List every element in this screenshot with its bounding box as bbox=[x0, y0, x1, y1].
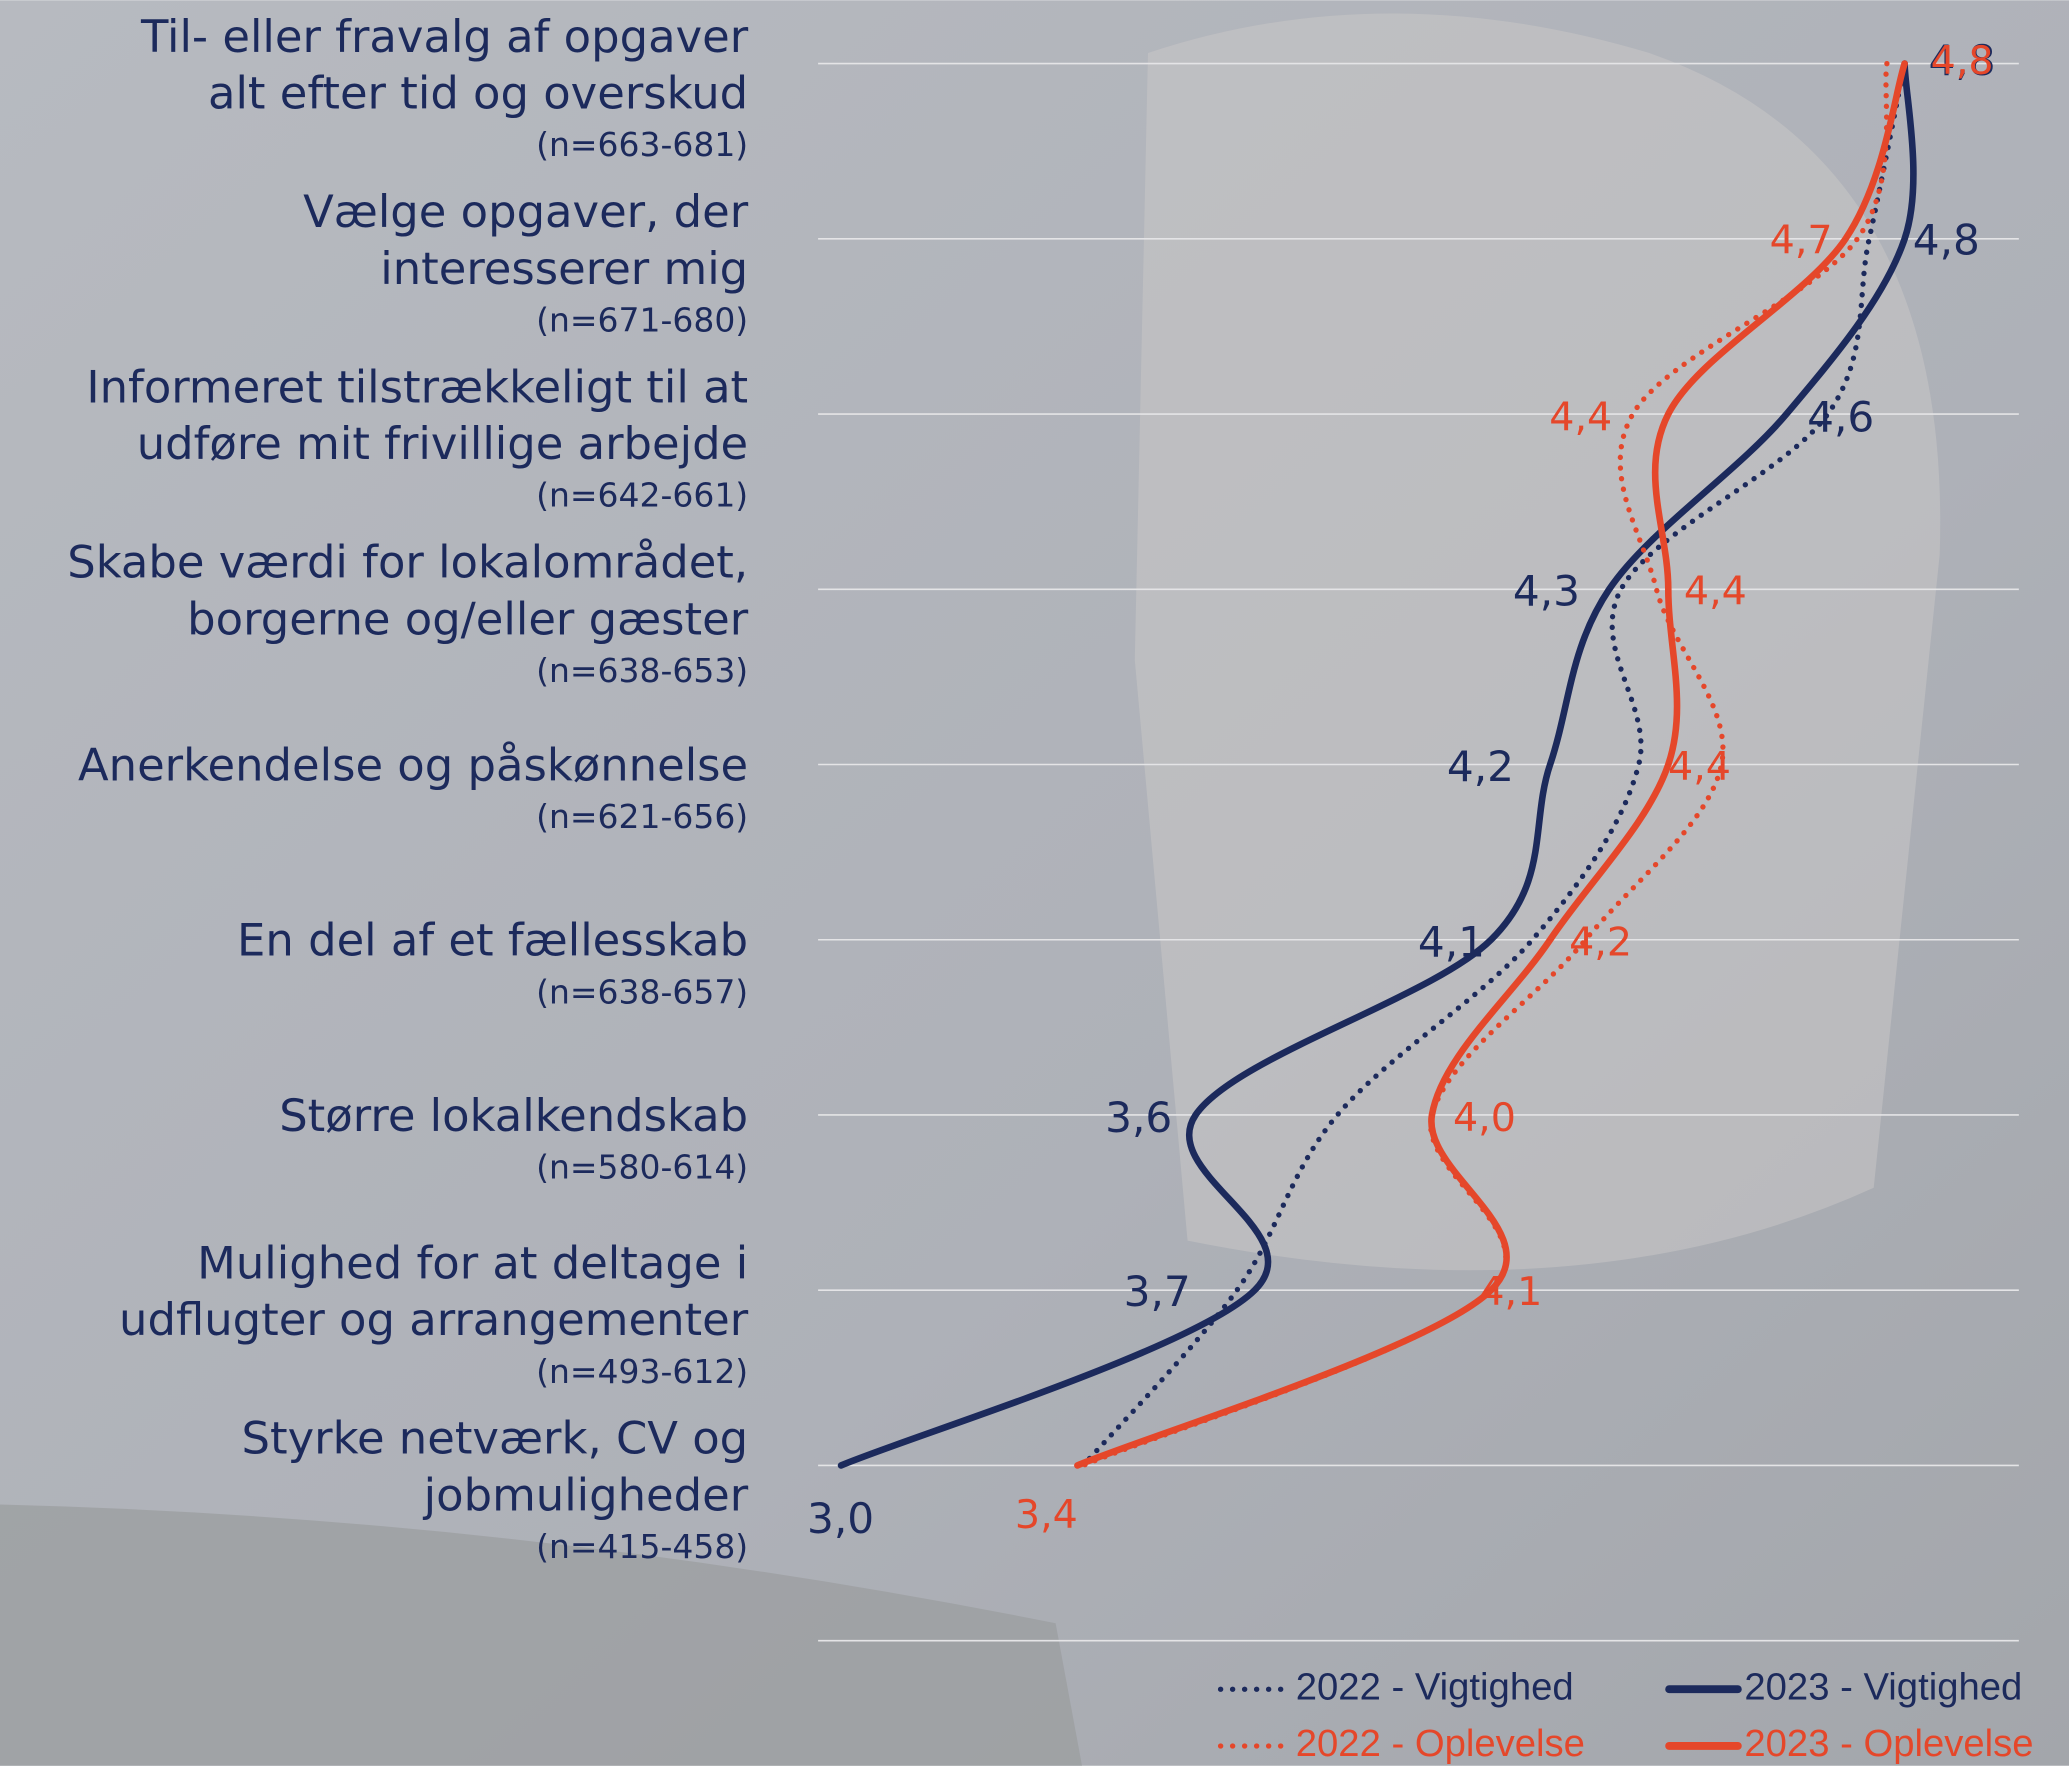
sample-size: (n=638-657) bbox=[536, 972, 748, 1011]
data-label: 3,7 bbox=[1124, 1267, 1191, 1316]
sample-size: (n=415-458) bbox=[536, 1527, 748, 1566]
category-label: udføre mit frivillige arbejde bbox=[137, 417, 748, 470]
data-label: 3,4 bbox=[1015, 1492, 1078, 1538]
category-label: Vælge opgaver, der bbox=[303, 185, 749, 238]
sample-size: (n=642-661) bbox=[536, 476, 748, 515]
category-label: interesserer mig bbox=[380, 242, 748, 295]
lines bbox=[837, 60, 1917, 1469]
category-label: Skabe værdi for lokalområdet, bbox=[67, 536, 748, 589]
line bbox=[1074, 60, 1908, 1469]
data-label: 4,4 bbox=[1668, 744, 1731, 790]
line bbox=[837, 60, 1917, 1469]
data-label: 4,0 bbox=[1453, 1095, 1516, 1141]
data-label: 4,2 bbox=[1569, 920, 1632, 966]
category-label: Mulighed for at deltage i bbox=[197, 1236, 748, 1289]
category-label: Informeret tilstrækkeligt til at bbox=[86, 360, 748, 413]
data-label: 4,8 bbox=[1913, 216, 1980, 265]
data-label: 4,1 bbox=[1479, 1269, 1542, 1315]
sample-size: (n=638-653) bbox=[536, 651, 748, 690]
category-label: borgerne og/eller gæster bbox=[187, 592, 749, 645]
data-label: 4,2 bbox=[1447, 742, 1514, 791]
sample-size: (n=671-680) bbox=[536, 300, 748, 339]
data-label: 4,8 bbox=[1929, 36, 1996, 85]
category-label: Anerkendelse og påskønnelse bbox=[78, 738, 748, 791]
legend-label: 2023 - Oplevelse bbox=[1744, 1722, 2033, 1765]
value-labels: 4,84,84,64,34,24,13,63,73,04,84,74,44,44… bbox=[807, 36, 1996, 1543]
background-figure bbox=[1134, 13, 1941, 1271]
data-label: 4,8 bbox=[1931, 38, 1994, 84]
data-label: 3,6 bbox=[1105, 1093, 1172, 1142]
category-label: Til- eller fravalg af opgaver bbox=[140, 10, 749, 63]
category-label: Større lokalkendskab bbox=[279, 1089, 748, 1142]
category-label: alt efter tid og overskud bbox=[208, 67, 748, 120]
sample-size: (n=493-612) bbox=[536, 1352, 748, 1391]
data-label: 4,4 bbox=[1684, 569, 1747, 615]
legend: 2022 - Vigtighed 2023 - Vigtighed 2022 - O… bbox=[1217, 1665, 2034, 1765]
grid bbox=[818, 62, 2019, 1642]
category-label: jobmuligheder bbox=[423, 1468, 749, 1521]
sample-size: (n=621-656) bbox=[536, 797, 748, 836]
data-label: 4,4 bbox=[1549, 394, 1612, 440]
data-label: 4,6 bbox=[1807, 392, 1874, 441]
legend-label: 2022 - Oplevelse bbox=[1296, 1722, 1585, 1765]
sample-size: (n=580-614) bbox=[536, 1148, 748, 1187]
legend-label: 2022 - Vigtighed bbox=[1296, 1665, 1574, 1708]
data-label: 4,3 bbox=[1513, 567, 1580, 616]
background-ground bbox=[0, 1504, 1083, 1766]
category-label: En del af et fællesskab bbox=[237, 914, 748, 967]
data-label: 3,0 bbox=[807, 1494, 874, 1543]
sample-size: (n=663-681) bbox=[536, 125, 748, 164]
data-label: 4,7 bbox=[1770, 218, 1833, 264]
data-label: 4,1 bbox=[1418, 918, 1485, 967]
category-label: Styrke netværk, CV og bbox=[242, 1412, 749, 1465]
legend-label: 2023 - Vigtighed bbox=[1744, 1665, 2022, 1708]
category-label: udflugter og arrangementer bbox=[119, 1293, 749, 1346]
